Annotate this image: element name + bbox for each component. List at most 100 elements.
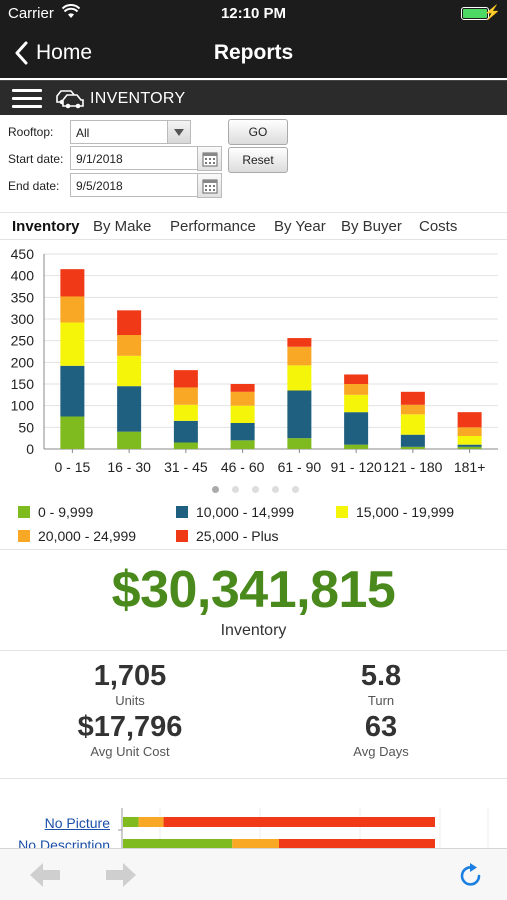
page-title: Reports xyxy=(213,41,294,64)
avg-days-value: 63 xyxy=(364,711,398,743)
listing-quality-bars xyxy=(118,808,489,848)
bar-segment xyxy=(344,384,369,395)
bar-segment xyxy=(117,335,142,356)
x-tick-label: 46 - 60 xyxy=(221,459,265,475)
start-date-calendar-icon[interactable] xyxy=(197,146,222,171)
status-bar: Carrier 12:10 PM ⚡ xyxy=(0,0,507,28)
tab-inventory[interactable]: Inventory xyxy=(12,218,80,235)
rooftop-selected-value: All xyxy=(76,126,90,140)
bar-segment xyxy=(400,391,425,405)
turn-caption: Turn xyxy=(367,693,395,708)
y-tick-label: 100 xyxy=(11,398,35,414)
y-tick-label: 350 xyxy=(11,289,35,305)
legend-label: 0 - 9,999 xyxy=(38,504,94,520)
bar-segment xyxy=(344,374,369,384)
divider xyxy=(0,778,507,779)
tab-by-year[interactable]: By Year xyxy=(274,218,326,235)
bar-segment xyxy=(60,269,85,297)
legend-item: 15,000 - 19,999 xyxy=(336,504,454,520)
legend-swatch xyxy=(18,530,30,542)
bar-segment xyxy=(287,338,312,347)
bar-segment xyxy=(457,444,482,447)
end-date-calendar-icon[interactable] xyxy=(197,173,222,198)
refresh-icon[interactable] xyxy=(458,862,484,888)
units-stat: 1,705 Units xyxy=(30,660,230,708)
avg-unit-cost-value: $17,796 xyxy=(77,711,183,743)
bar-segment xyxy=(400,434,425,447)
rooftop-dropdown-button[interactable] xyxy=(167,120,191,144)
legend-swatch xyxy=(176,506,188,518)
x-tick-label: 181+ xyxy=(454,459,486,475)
inventory-total-value: $30,341,815 xyxy=(111,561,396,619)
x-tick-label: 61 - 90 xyxy=(278,459,322,475)
bar-segment xyxy=(117,355,142,387)
back-label: Home xyxy=(36,41,93,64)
bar-segment xyxy=(60,365,85,417)
bar-segment xyxy=(173,387,198,405)
bar-segment xyxy=(344,412,369,445)
y-tick-label: 150 xyxy=(11,376,35,392)
pager-dot[interactable] xyxy=(252,486,259,493)
chart-pager xyxy=(0,486,507,496)
avg-unit-cost-caption: Avg Unit Cost xyxy=(90,744,170,759)
bar-segment xyxy=(287,365,312,391)
y-tick-label: 0 xyxy=(26,441,34,457)
units-value: 1,705 xyxy=(93,660,167,692)
bar-segment xyxy=(344,394,369,413)
tab-by-make[interactable]: By Make xyxy=(93,218,152,235)
start-date-value: 9/1/2018 xyxy=(76,152,123,166)
tab-by-buyer[interactable]: By Buyer xyxy=(341,218,402,235)
turn-value: 5.8 xyxy=(360,660,402,692)
avg-unit-cost-stat: $17,796 Avg Unit Cost xyxy=(30,711,230,759)
y-tick-label: 200 xyxy=(11,354,35,370)
bar-segment xyxy=(279,839,435,848)
filter-panel: Rooftop: All Start date: 9/1/2018 End da… xyxy=(0,116,507,212)
end-date-label: End date: xyxy=(8,179,60,193)
pager-dot[interactable] xyxy=(292,486,299,493)
bar-segment xyxy=(232,839,279,848)
legend-item: 0 - 9,999 xyxy=(18,504,93,520)
battery-icon xyxy=(461,7,489,20)
bar-segment xyxy=(60,296,85,323)
no-picture-link[interactable]: No Picture xyxy=(44,815,110,831)
x-tick-label: 0 - 15 xyxy=(54,459,90,475)
calendar-icon xyxy=(202,152,217,166)
legend-item: 20,000 - 24,999 xyxy=(18,528,136,544)
bar-segment xyxy=(457,446,482,449)
units-caption: Units xyxy=(115,693,145,708)
clock: 12:10 PM xyxy=(220,5,287,22)
legend-label: 15,000 - 19,999 xyxy=(356,504,455,520)
y-tick-label: 450 xyxy=(11,246,35,262)
bar-segment xyxy=(400,414,425,435)
bar-segment xyxy=(173,404,198,421)
bar-segment xyxy=(230,405,255,423)
carrier-label: Carrier xyxy=(8,5,54,22)
reset-button[interactable]: Reset xyxy=(228,147,288,173)
divider xyxy=(0,650,507,651)
avg-days-stat: 63 Avg Days xyxy=(281,711,481,759)
pager-dot[interactable] xyxy=(272,486,279,493)
arrow-left-icon[interactable] xyxy=(28,861,62,889)
divider xyxy=(0,549,507,550)
bar-segment xyxy=(457,436,482,445)
pager-dot[interactable] xyxy=(212,486,219,493)
arrow-right-icon[interactable] xyxy=(104,861,138,889)
x-tick-label: 121 - 180 xyxy=(383,459,442,475)
bar-segment xyxy=(173,370,198,388)
report-tabs: Inventory By Make Performance By Year By… xyxy=(0,212,507,240)
back-button[interactable]: Home xyxy=(14,38,92,68)
end-date-input[interactable]: 9/5/2018 xyxy=(70,173,198,197)
legend-label: 20,000 - 24,999 xyxy=(38,528,137,544)
no-description-link[interactable]: No Description xyxy=(18,837,110,848)
inventory-age-chart: 0 50 100 150 200 250 300 350 400 450 0 - 15 16 - 30… xyxy=(11,246,498,475)
tab-costs[interactable]: Costs xyxy=(419,218,458,235)
go-button[interactable]: GO xyxy=(228,119,288,145)
hamburger-menu-icon[interactable] xyxy=(12,89,42,109)
pager-dot[interactable] xyxy=(232,486,239,493)
start-date-input[interactable]: 9/1/2018 xyxy=(70,146,198,170)
bar-segment xyxy=(123,839,233,848)
bar-segment xyxy=(117,386,142,432)
calendar-icon xyxy=(202,179,217,193)
legend-item: 10,000 - 14,999 xyxy=(176,504,294,520)
tab-performance[interactable]: Performance xyxy=(170,218,256,235)
